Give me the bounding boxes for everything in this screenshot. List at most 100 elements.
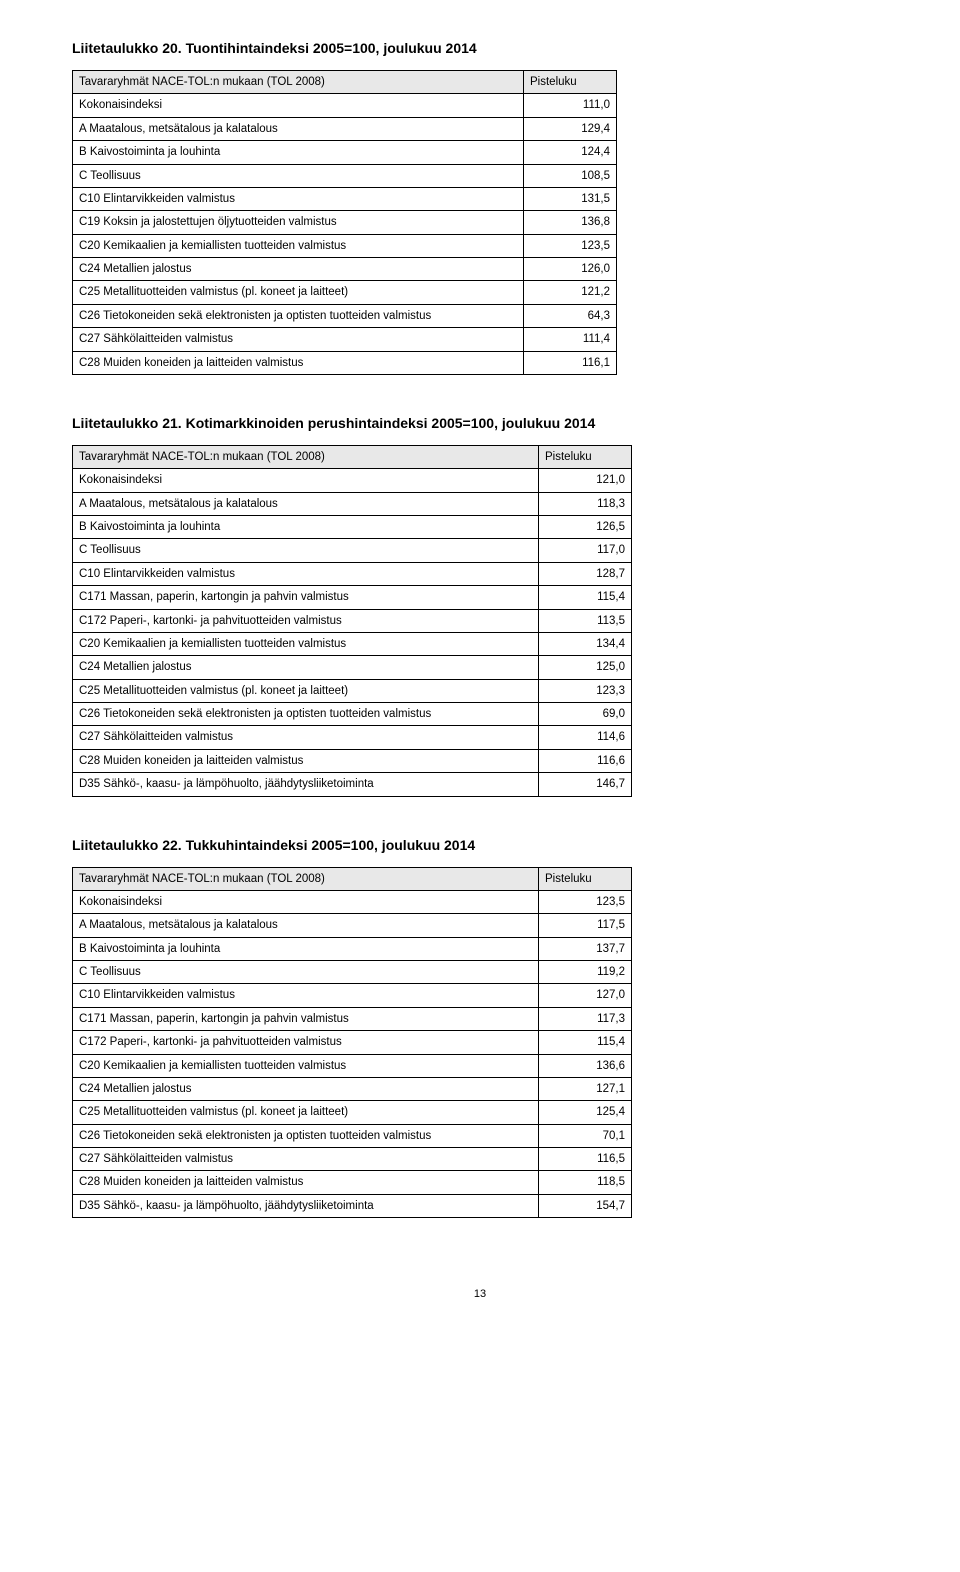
table-row: C Teollisuus119,2 [73, 961, 632, 984]
row-label: C10 Elintarvikkeiden valmistus [73, 187, 524, 210]
row-value: 115,4 [539, 1031, 632, 1054]
row-label: Kokonaisindeksi [73, 469, 539, 492]
row-label: C28 Muiden koneiden ja laitteiden valmis… [73, 749, 539, 772]
row-label: C171 Massan, paperin, kartongin ja pahvi… [73, 586, 539, 609]
row-label: C24 Metallien jalostus [73, 258, 524, 281]
row-value: 117,5 [539, 914, 632, 937]
page-number: 13 [72, 1288, 888, 1300]
table-row: C28 Muiden koneiden ja laitteiden valmis… [73, 749, 632, 772]
row-label: C24 Metallien jalostus [73, 656, 539, 679]
row-value: 117,0 [539, 539, 632, 562]
row-value: 136,8 [524, 211, 617, 234]
row-value: 118,5 [539, 1171, 632, 1194]
table-row: C25 Metallituotteiden valmistus (pl. kon… [73, 281, 617, 304]
row-value: 121,0 [539, 469, 632, 492]
table-row: C171 Massan, paperin, kartongin ja pahvi… [73, 586, 632, 609]
row-value: 70,1 [539, 1124, 632, 1147]
row-label: Kokonaisindeksi [73, 94, 524, 117]
table-row: C24 Metallien jalostus125,0 [73, 656, 632, 679]
table-title: Liitetaulukko 20. Tuontihintaindeksi 200… [72, 40, 888, 56]
table-row: C10 Elintarvikkeiden valmistus127,0 [73, 984, 632, 1007]
data-table: Tavararyhmät NACE-TOL:n mukaan (TOL 2008… [72, 867, 632, 1219]
row-label: C25 Metallituotteiden valmistus (pl. kon… [73, 679, 539, 702]
row-label: C20 Kemikaalien ja kemiallisten tuotteid… [73, 1054, 539, 1077]
row-label: C24 Metallien jalostus [73, 1077, 539, 1100]
table-row: A Maatalous, metsätalous ja kalatalous12… [73, 117, 617, 140]
row-label: C26 Tietokoneiden sekä elektronisten ja … [73, 703, 539, 726]
table-row: C25 Metallituotteiden valmistus (pl. kon… [73, 1101, 632, 1124]
row-label: C26 Tietokoneiden sekä elektronisten ja … [73, 304, 524, 327]
table-title: Liitetaulukko 21. Kotimarkkinoiden perus… [72, 415, 888, 431]
row-value: 111,0 [524, 94, 617, 117]
row-label: A Maatalous, metsätalous ja kalatalous [73, 914, 539, 937]
row-label: C26 Tietokoneiden sekä elektronisten ja … [73, 1124, 539, 1147]
table-row: C26 Tietokoneiden sekä elektronisten ja … [73, 1124, 632, 1147]
table-row: C28 Muiden koneiden ja laitteiden valmis… [73, 1171, 632, 1194]
table-row: C20 Kemikaalien ja kemiallisten tuotteid… [73, 632, 632, 655]
row-label: B Kaivostoiminta ja louhinta [73, 937, 539, 960]
column-header-value: Pisteluku [524, 71, 617, 94]
table-row: B Kaivostoiminta ja louhinta124,4 [73, 141, 617, 164]
row-value: 121,2 [524, 281, 617, 304]
table-row: B Kaivostoiminta ja louhinta137,7 [73, 937, 632, 960]
table-row: A Maatalous, metsätalous ja kalatalous11… [73, 914, 632, 937]
table-row: C Teollisuus108,5 [73, 164, 617, 187]
row-value: 125,4 [539, 1101, 632, 1124]
table-row: C24 Metallien jalostus127,1 [73, 1077, 632, 1100]
table-row: C171 Massan, paperin, kartongin ja pahvi… [73, 1007, 632, 1030]
column-header-label: Tavararyhmät NACE-TOL:n mukaan (TOL 2008… [73, 71, 524, 94]
table-row: C10 Elintarvikkeiden valmistus128,7 [73, 562, 632, 585]
row-value: 111,4 [524, 328, 617, 351]
table-row: C27 Sähkölaitteiden valmistus114,6 [73, 726, 632, 749]
table-row: Kokonaisindeksi123,5 [73, 890, 632, 913]
table-row: C172 Paperi-, kartonki- ja pahvituotteid… [73, 1031, 632, 1054]
row-label: C Teollisuus [73, 961, 539, 984]
row-label: B Kaivostoiminta ja louhinta [73, 141, 524, 164]
row-label: C172 Paperi-, kartonki- ja pahvituotteid… [73, 1031, 539, 1054]
data-table: Tavararyhmät NACE-TOL:n mukaan (TOL 2008… [72, 445, 632, 797]
table-row: Kokonaisindeksi121,0 [73, 469, 632, 492]
column-header-label: Tavararyhmät NACE-TOL:n mukaan (TOL 2008… [73, 445, 539, 468]
table-row: A Maatalous, metsätalous ja kalatalous11… [73, 492, 632, 515]
table-row: C24 Metallien jalostus126,0 [73, 258, 617, 281]
table-row: C25 Metallituotteiden valmistus (pl. kon… [73, 679, 632, 702]
row-value: 114,6 [539, 726, 632, 749]
column-header-value: Pisteluku [539, 445, 632, 468]
row-value: 134,4 [539, 632, 632, 655]
row-value: 113,5 [539, 609, 632, 632]
row-label: C27 Sähkölaitteiden valmistus [73, 1148, 539, 1171]
row-value: 131,5 [524, 187, 617, 210]
row-value: 119,2 [539, 961, 632, 984]
row-label: C25 Metallituotteiden valmistus (pl. kon… [73, 281, 524, 304]
row-label: C19 Koksin ja jalostettujen öljytuotteid… [73, 211, 524, 234]
table-row: D35 Sähkö-, kaasu- ja lämpöhuolto, jäähd… [73, 1194, 632, 1217]
row-value: 108,5 [524, 164, 617, 187]
table-row: B Kaivostoiminta ja louhinta126,5 [73, 516, 632, 539]
table-title: Liitetaulukko 22. Tukkuhintaindeksi 2005… [72, 837, 888, 853]
row-label: C27 Sähkölaitteiden valmistus [73, 328, 524, 351]
row-value: 127,1 [539, 1077, 632, 1100]
column-header-value: Pisteluku [539, 867, 632, 890]
row-label: C25 Metallituotteiden valmistus (pl. kon… [73, 1101, 539, 1124]
row-value: 118,3 [539, 492, 632, 515]
row-value: 128,7 [539, 562, 632, 585]
row-value: 136,6 [539, 1054, 632, 1077]
row-label: C Teollisuus [73, 539, 539, 562]
row-value: 146,7 [539, 773, 632, 796]
table-row: C27 Sähkölaitteiden valmistus116,5 [73, 1148, 632, 1171]
row-label: B Kaivostoiminta ja louhinta [73, 516, 539, 539]
row-value: 126,0 [524, 258, 617, 281]
row-label: A Maatalous, metsätalous ja kalatalous [73, 492, 539, 515]
row-value: 127,0 [539, 984, 632, 1007]
row-value: 123,5 [524, 234, 617, 257]
row-value: 125,0 [539, 656, 632, 679]
row-value: 116,5 [539, 1148, 632, 1171]
row-label: C171 Massan, paperin, kartongin ja pahvi… [73, 1007, 539, 1030]
table-row: C20 Kemikaalien ja kemiallisten tuotteid… [73, 234, 617, 257]
column-header-label: Tavararyhmät NACE-TOL:n mukaan (TOL 2008… [73, 867, 539, 890]
table-row: C26 Tietokoneiden sekä elektronisten ja … [73, 703, 632, 726]
row-label: Kokonaisindeksi [73, 890, 539, 913]
row-value: 115,4 [539, 586, 632, 609]
row-value: 129,4 [524, 117, 617, 140]
row-label: D35 Sähkö-, kaasu- ja lämpöhuolto, jäähd… [73, 1194, 539, 1217]
